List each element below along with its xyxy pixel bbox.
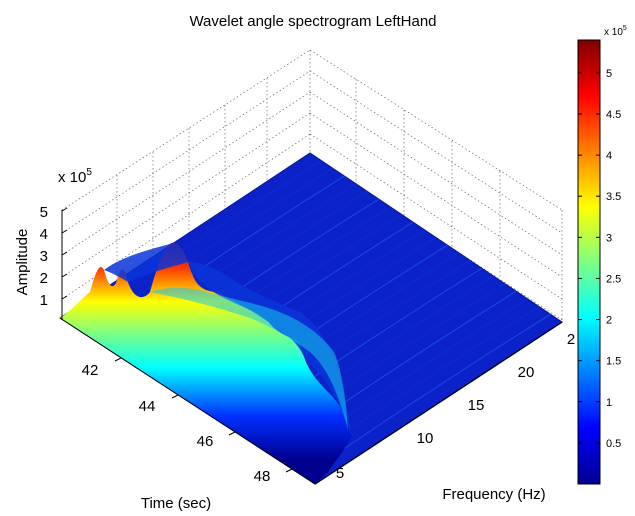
colorbar-tick-label: 2 — [606, 315, 612, 327]
x-tick-label: 42 — [82, 362, 99, 379]
colorbar-ticks: 0.5 1 1.5 2 2.5 3 3.5 4 4.5 5 — [578, 68, 621, 450]
x-axis: 42 44 46 48 Time (sec) — [59, 317, 316, 512]
z-axis: 1 2 3 4 5 x 105 Amplitude — [14, 167, 92, 320]
surface-ridge — [60, 242, 352, 484]
y-tick-label: 15 — [468, 397, 485, 414]
colorbar-tick-label: 2.5 — [606, 273, 621, 285]
colorbar: x 105 0.5 1 1.5 2 2.5 3 3.5 4 4.5 5 — [577, 25, 627, 485]
x-tick-label: 46 — [197, 433, 214, 450]
colorbar-tick-label: 4 — [606, 150, 612, 162]
surface-striations — [71, 160, 551, 477]
chart-title: Wavelet angle spectrogram LeftHand — [189, 13, 436, 30]
colorbar-tick-label: 0.5 — [606, 438, 621, 450]
z-tick-label: 4 — [40, 226, 48, 243]
y-axis-label: Frequency (Hz) — [442, 486, 545, 503]
y-tick-label: 2 — [567, 331, 575, 348]
colorbar-tick-label: 3.5 — [606, 191, 621, 203]
colorbar-tick-label: 3 — [606, 232, 612, 244]
colorbar-tick-label: 5 — [606, 68, 612, 80]
z-tick-label: 3 — [40, 248, 48, 265]
x-axis-label: Time (sec) — [141, 495, 211, 512]
surface-side-ridges — [150, 287, 348, 430]
x-tick-label: 48 — [254, 468, 271, 485]
y-tick-label: 5 — [336, 465, 344, 482]
z-tick-label: 1 — [40, 292, 48, 309]
colorbar-gradient — [577, 39, 601, 485]
z-tick-label: 5 — [40, 204, 48, 221]
colorbar-multiplier: x 105 — [604, 25, 627, 38]
z-axis-multiplier: x 105 — [58, 167, 92, 186]
x-tick-label: 44 — [139, 398, 156, 415]
y-axis: 5 10 15 20 2 Frequency (Hz) — [314, 321, 575, 503]
y-tick-label: 10 — [417, 430, 434, 447]
colorbar-tick-label: 4.5 — [606, 109, 621, 121]
y-tick-label: 20 — [518, 364, 535, 381]
colorbar-tick-label: 1.5 — [606, 356, 621, 368]
z-tick-label: 2 — [40, 270, 48, 287]
colorbar-tick-label: 1 — [606, 397, 612, 409]
z-axis-label: Amplitude — [14, 229, 31, 296]
